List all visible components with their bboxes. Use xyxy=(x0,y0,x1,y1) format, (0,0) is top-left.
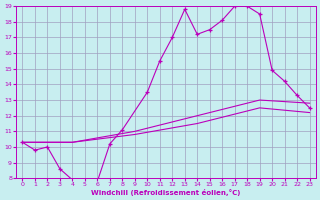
X-axis label: Windchill (Refroidissement éolien,°C): Windchill (Refroidissement éolien,°C) xyxy=(91,189,241,196)
